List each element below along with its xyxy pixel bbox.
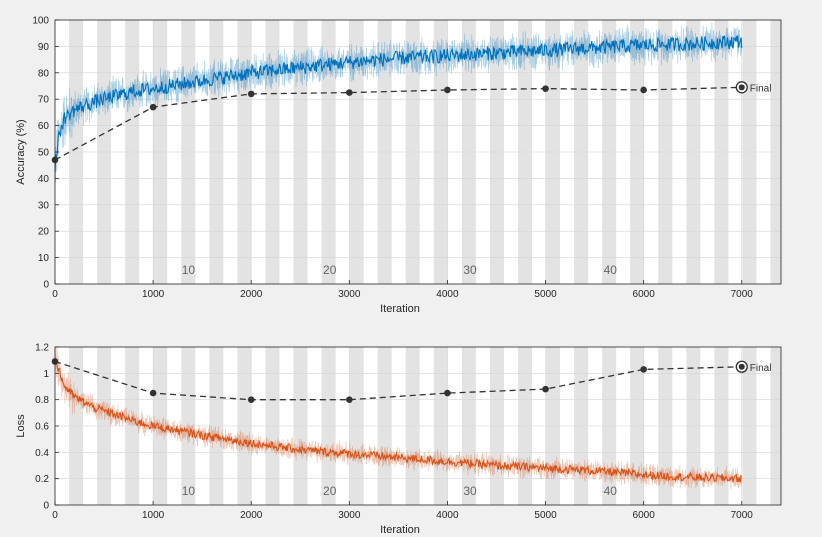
x-axis-label: Iteration [380, 524, 420, 536]
training-raw-line [54, 22, 743, 183]
training-smoothed-line [54, 358, 743, 484]
y-axis-label: Accuracy (%) [15, 119, 27, 184]
epoch-label: 10 [182, 263, 196, 277]
y-tick-label: 0.2 [35, 474, 49, 485]
validation-point [346, 396, 353, 403]
final-label: Final [750, 83, 772, 94]
epoch-label: 20 [323, 263, 337, 277]
y-tick-label: 0.4 [35, 448, 49, 459]
x-tick-label: 5000 [534, 510, 557, 521]
y-tick-label: 100 [32, 16, 49, 27]
y-tick-label: 20 [38, 227, 50, 238]
final-label: Final [750, 363, 772, 374]
epoch-label: 10 [182, 484, 196, 498]
epoch-label: 40 [604, 484, 618, 498]
y-tick-label: 0 [43, 280, 49, 291]
y-tick-label: 30 [38, 200, 50, 211]
y-tick-label: 0 [43, 501, 49, 512]
final-marker-dot [738, 363, 745, 370]
y-tick-label: 0.6 [35, 422, 49, 433]
x-tick-label: 3000 [338, 289, 361, 300]
x-axis-label: Iteration [380, 303, 420, 315]
y-tick-label: 50 [38, 148, 50, 159]
x-tick-label: 2000 [240, 510, 263, 521]
y-tick-label: 40 [38, 174, 50, 185]
validation-point [444, 86, 451, 94]
x-tick-label: 6000 [633, 289, 656, 300]
x-tick-label: 5000 [534, 289, 557, 300]
validation-point [149, 389, 157, 397]
validation-point [149, 103, 157, 111]
validation-point [444, 389, 451, 397]
validation-point [640, 86, 647, 94]
x-tick-label: 6000 [633, 510, 656, 521]
x-tick-label: 4000 [436, 510, 459, 521]
x-tick-label: 0 [52, 289, 58, 300]
y-tick-label: 80 [38, 68, 50, 79]
epoch-label: 40 [604, 263, 618, 277]
validation-point [346, 89, 353, 96]
y-axis-label: Loss [15, 414, 27, 438]
y-tick-label: 70 [38, 95, 50, 106]
epoch-label: 30 [463, 484, 477, 498]
grid [54, 346, 781, 506]
y-tick-label: 60 [38, 121, 50, 132]
y-tick-label: 90 [38, 42, 50, 53]
validation-point [542, 85, 549, 92]
y-tick-label: 0.8 [35, 395, 49, 406]
validation-point [640, 366, 647, 373]
y-tick-label: 1.2 [35, 343, 49, 354]
x-tick-label: 4000 [436, 289, 459, 300]
x-tick-label: 3000 [338, 510, 361, 521]
x-tick-label: 7000 [731, 510, 754, 521]
x-tick-label: 0 [52, 510, 58, 521]
y-tick-label: 1 [43, 369, 49, 380]
x-tick-label: 1000 [142, 289, 165, 300]
x-tick-label: 7000 [731, 289, 754, 300]
final-marker-dot [738, 84, 745, 91]
x-tick-label: 2000 [240, 289, 263, 300]
epoch-label: 20 [323, 484, 337, 498]
x-tick-label: 1000 [142, 510, 165, 521]
validation-point [542, 385, 549, 393]
training-smoothed-line [54, 35, 743, 173]
validation-point [247, 396, 255, 403]
validation-point [247, 90, 255, 98]
y-tick-label: 10 [38, 253, 50, 264]
epoch-label: 30 [463, 263, 477, 277]
